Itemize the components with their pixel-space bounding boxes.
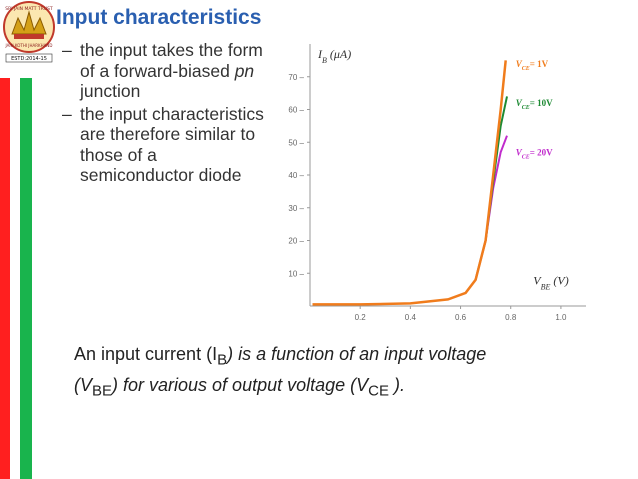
input-characteristics-chart: 10 – 20 – 30 – 40 – 50 – 60 – 70 – 0.2 0.4 0.6 0.8… — [288, 44, 586, 322]
series-label: VCE= 20V — [516, 147, 553, 160]
x-tick-label: 0.2 — [355, 313, 367, 322]
chart-series — [312, 60, 508, 306]
y-axis-label: IB (μA) — [317, 47, 351, 65]
y-tick-label: 70 – — [288, 73, 304, 82]
institution-logo: SRI JAIN MATT TRUST JAIN KOTHI JHARKHAND… — [3, 1, 55, 63]
bullet-text: the input characteristics are therefore … — [80, 103, 264, 186]
caption-part: An input current (I — [74, 344, 218, 364]
bullet-text: the input takes the form of a forward-bi… — [80, 40, 263, 81]
caption-sub: BE — [92, 382, 113, 400]
y-tick-label: 50 – — [288, 138, 304, 147]
logo-top-text: SRI JAIN MATT TRUST — [5, 6, 53, 12]
x-tick-label: 0.4 — [405, 313, 417, 322]
left-green-bar — [20, 78, 32, 479]
slide-title: Input characteristics — [56, 6, 262, 29]
logo-mid-text: JAIN KOTHI JHARKHAND — [5, 43, 53, 48]
y-tick-label: 60 – — [288, 106, 304, 115]
caption-part: ) for various of output voltage (V — [112, 374, 369, 395]
chart-axes: 10 – 20 – 30 – 40 – 50 – 60 – 70 – 0.2 0.4 0.6 0.8… — [288, 44, 586, 322]
bullet-dash: – — [62, 103, 72, 124]
x-tick-label: 0.8 — [505, 313, 517, 322]
bullet-dash: – — [62, 40, 72, 60]
bullet-item: – the input takes the form of a forward-… — [62, 40, 274, 102]
x-tick-label: 1.0 — [555, 313, 567, 322]
bullet-tail: junction — [80, 81, 141, 101]
caption-part: ). — [389, 374, 405, 395]
bullet-italic: pn — [234, 60, 255, 81]
y-tick-label: 20 – — [288, 237, 304, 246]
x-axis-label: VBE (V) — [533, 274, 568, 292]
left-red-bar — [0, 78, 10, 479]
caption-sub: B — [217, 351, 228, 369]
bullet-list: – the input takes the form of a forward-… — [62, 40, 274, 188]
series-line — [312, 60, 507, 306]
bullet-item: – the input characteristics are therefor… — [62, 104, 274, 186]
chart-labels: IB (μA) VBE (V) VCE= 1V VCE= 10V VCE= 20V — [317, 47, 569, 291]
y-tick-label: 10 – — [288, 269, 304, 278]
series-label: VCE= 1V — [516, 59, 549, 72]
logo-estd-text: ESTD:2014-15 — [11, 56, 47, 62]
y-tick-label: 40 – — [288, 171, 304, 180]
caption-text: An input current (IB) is a function of a… — [74, 342, 494, 403]
y-tick-label: 30 – — [288, 204, 304, 213]
series-label: VCE= 10V — [516, 98, 553, 111]
caption-part: ) is a function of an input voltage (V — [74, 344, 487, 395]
caption-sub: CE — [368, 382, 389, 400]
x-tick-label: 0.6 — [455, 313, 467, 322]
